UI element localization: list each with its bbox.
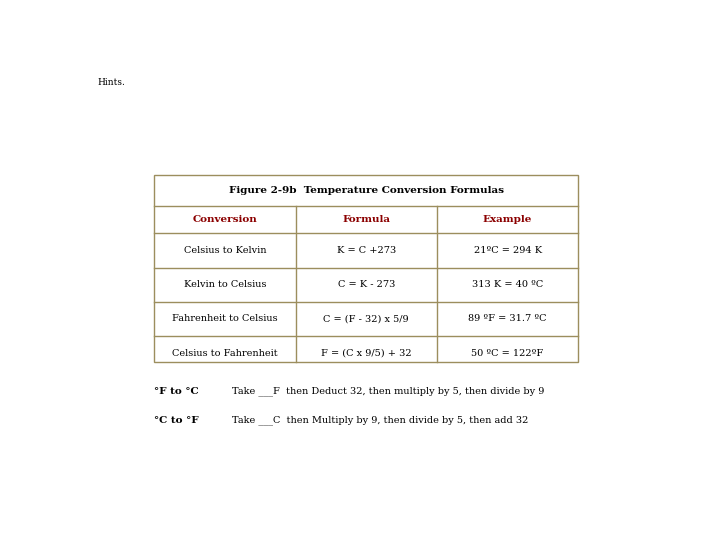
Text: °C to °F: °C to °F: [154, 416, 199, 425]
Text: Example: Example: [483, 215, 532, 224]
Text: Take ___C  then Multiply by 9, then divide by 5, then add 32: Take ___C then Multiply by 9, then divid…: [233, 415, 528, 425]
Text: Conversion: Conversion: [192, 215, 257, 224]
Text: °F to °C: °F to °C: [154, 387, 199, 396]
Text: 89 ºF = 31.7 ºC: 89 ºF = 31.7 ºC: [468, 314, 546, 323]
Text: Celsius to Fahrenheit: Celsius to Fahrenheit: [172, 349, 278, 358]
Text: Celsius to Kelvin: Celsius to Kelvin: [184, 246, 266, 255]
Bar: [154, 175, 578, 362]
Text: 21ºC = 294 K: 21ºC = 294 K: [474, 246, 541, 255]
Text: 50 ºC = 122ºF: 50 ºC = 122ºF: [472, 349, 544, 358]
Text: C = K - 273: C = K - 273: [338, 280, 395, 289]
Text: Kelvin to Celsius: Kelvin to Celsius: [184, 280, 266, 289]
Text: C = (F - 32) x 5/9: C = (F - 32) x 5/9: [323, 314, 409, 323]
Text: Take ___F  then Deduct 32, then multiply by 5, then divide by 9: Take ___F then Deduct 32, then multiply …: [233, 386, 544, 396]
Text: 313 K = 40 ºC: 313 K = 40 ºC: [472, 280, 543, 289]
Text: Formula: Formula: [342, 215, 390, 224]
Text: F = (C x 9/5) + 32: F = (C x 9/5) + 32: [321, 349, 412, 358]
Text: Hints.: Hints.: [97, 78, 125, 87]
Text: Figure 2-9b  Temperature Conversion Formulas: Figure 2-9b Temperature Conversion Formu…: [229, 186, 504, 195]
Text: K = C +273: K = C +273: [336, 246, 396, 255]
Text: Fahrenheit to Celsius: Fahrenheit to Celsius: [172, 314, 278, 323]
